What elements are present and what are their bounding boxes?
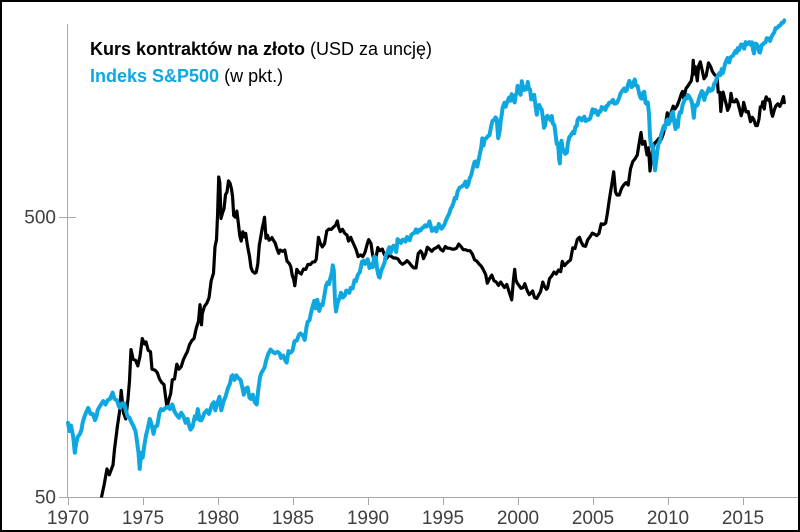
- series-line-sp500: [66, 18, 787, 471]
- x-tick-label: 2015: [722, 508, 764, 529]
- x-tick-label: 2010: [647, 508, 689, 529]
- y-tick-label: 500: [24, 208, 56, 229]
- x-tick-label: 1980: [197, 508, 239, 529]
- x-tick-label: 1970: [47, 508, 89, 529]
- series-label-sp500: Indeks S&P500: [90, 66, 220, 86]
- x-tick-label: 1975: [122, 508, 164, 529]
- y-tick-label: 50: [35, 488, 56, 509]
- x-tick-label: 1990: [347, 508, 389, 529]
- series-unit-gold: (USD za uncję): [305, 39, 433, 59]
- x-tick-label: 2000: [497, 508, 539, 529]
- series-line-gold: [99, 58, 786, 498]
- chart-legend: Kurs kontraktów na złoto (USD za uncję) …: [90, 36, 432, 90]
- legend-line-sp500: Indeks S&P500 (w pkt.): [90, 63, 432, 90]
- series-label-gold: Kurs kontraktów na złoto: [90, 39, 306, 59]
- x-tick-label: 1985: [272, 508, 314, 529]
- x-tick-label: 1995: [422, 508, 464, 529]
- x-tick-label: 2005: [572, 508, 614, 529]
- legend-line-gold: Kurs kontraktów na złoto (USD za uncję): [90, 36, 432, 63]
- series-unit-sp500: (w pkt.): [219, 66, 284, 86]
